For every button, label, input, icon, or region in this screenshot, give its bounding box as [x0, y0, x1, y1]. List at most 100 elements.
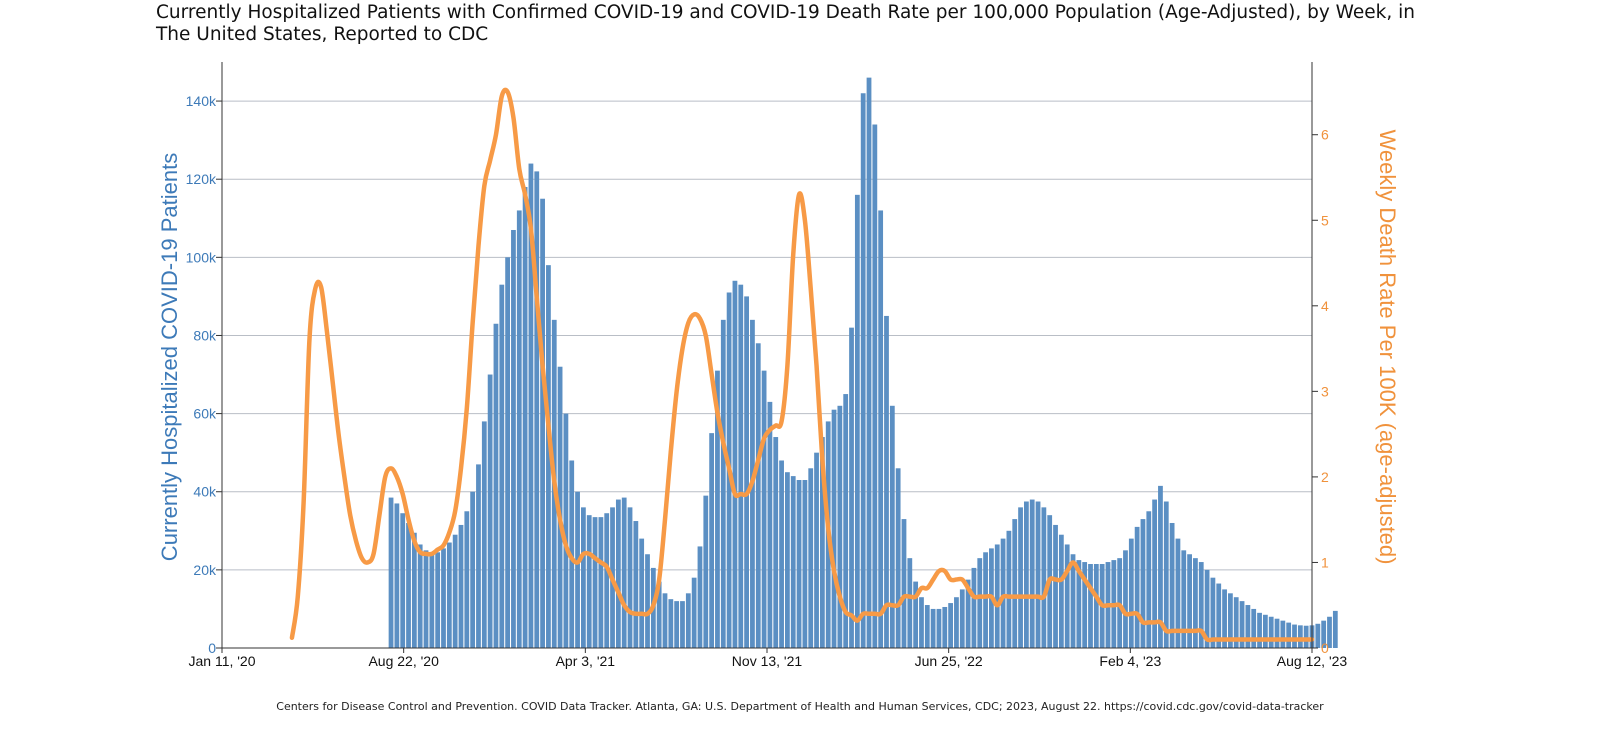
- bar: [889, 405, 895, 648]
- bar: [1210, 577, 1216, 648]
- bar: [924, 605, 930, 648]
- bar: [406, 522, 411, 648]
- bar: [959, 589, 965, 648]
- bar: [446, 542, 452, 648]
- bar: [785, 472, 790, 648]
- hospitalized-bars: [388, 77, 1338, 649]
- y2-tick-label: 2: [1321, 469, 1329, 485]
- bar: [971, 567, 977, 648]
- y-tick-label: 80k: [193, 327, 217, 343]
- bar: [1228, 593, 1233, 648]
- bar: [604, 513, 610, 648]
- bar: [919, 597, 924, 648]
- bar: [977, 558, 983, 648]
- bar: [942, 606, 948, 648]
- y-axis-label: Currently Hospitalized COVID-19 Patients: [157, 153, 182, 561]
- bar: [668, 599, 674, 648]
- y2-tick-label: 1: [1321, 554, 1329, 570]
- bar: [854, 194, 860, 648]
- bar: [1193, 558, 1198, 648]
- bar: [907, 558, 913, 648]
- bar: [1187, 554, 1192, 648]
- bar: [994, 544, 1000, 648]
- bar: [1204, 569, 1210, 648]
- bar: [872, 124, 878, 648]
- bar: [411, 532, 417, 648]
- bar: [901, 519, 907, 648]
- death-rate-series-line: [289, 87, 1315, 643]
- bar: [1274, 618, 1280, 648]
- bar: [615, 499, 621, 648]
- y-tick-label: 0: [208, 640, 216, 656]
- x-tick-label: Jan 11, '20: [188, 653, 255, 669]
- bar: [627, 507, 633, 648]
- bar: [767, 401, 773, 648]
- bar: [388, 497, 394, 648]
- bar: [1134, 526, 1140, 648]
- bar: [983, 552, 988, 648]
- bar: [819, 437, 825, 648]
- bar: [581, 507, 586, 648]
- bar: [400, 513, 406, 648]
- bar: [860, 93, 866, 648]
- bar: [540, 198, 545, 649]
- bar: [481, 421, 487, 648]
- x-tick-label: Feb 4, '23: [1099, 653, 1161, 669]
- bar: [1262, 614, 1268, 648]
- bar: [586, 515, 592, 648]
- bar: [499, 284, 505, 648]
- y-tick-label: 40k: [193, 484, 217, 500]
- bar: [1251, 608, 1257, 648]
- bar: [808, 468, 814, 648]
- bar: [1286, 622, 1292, 648]
- bar: [1041, 507, 1047, 648]
- bar: [1280, 620, 1286, 648]
- y2-tick-label: 0: [1321, 640, 1329, 656]
- bar: [645, 554, 650, 648]
- bar: [1222, 589, 1227, 648]
- bar: [1158, 485, 1163, 648]
- bar: [1058, 534, 1064, 648]
- bar: [1321, 620, 1327, 648]
- bar: [1297, 625, 1303, 648]
- bar: [1163, 501, 1169, 648]
- bar: [1070, 554, 1076, 648]
- bar: [1024, 501, 1029, 648]
- bar: [1216, 583, 1222, 648]
- y-tick-label: 120k: [186, 171, 217, 187]
- bar: [1035, 501, 1041, 648]
- y-tick-label: 100k: [186, 249, 217, 265]
- bar: [598, 517, 604, 648]
- bar: [680, 601, 685, 648]
- bar: [1315, 623, 1321, 648]
- bar: [1239, 601, 1245, 648]
- bar: [954, 597, 959, 648]
- bar: [837, 405, 843, 648]
- bar: [755, 343, 761, 648]
- bar: [656, 581, 662, 648]
- bar: [779, 460, 784, 648]
- bar: [1140, 519, 1146, 648]
- bar: [849, 327, 854, 648]
- bar: [1076, 560, 1082, 648]
- y-tick-label: 60k: [193, 406, 217, 422]
- bar: [948, 603, 953, 648]
- y2-tick-label: 3: [1321, 383, 1329, 399]
- bar: [575, 491, 580, 648]
- bar: [1332, 610, 1338, 648]
- bar: [511, 229, 516, 649]
- bar: [1233, 597, 1239, 648]
- bar: [1245, 605, 1251, 648]
- bar: [464, 511, 470, 648]
- bar: [633, 521, 639, 648]
- bar: [1123, 550, 1128, 648]
- bar: [1169, 522, 1175, 648]
- gridlines: [222, 100, 1312, 571]
- y2-axis-label: Weekly Death Rate Per 100K (age-adjusted…: [1375, 130, 1400, 565]
- x-tick-label: Nov 13, '21: [732, 653, 803, 669]
- bar: [866, 77, 872, 648]
- bar: [534, 171, 540, 648]
- bar: [1268, 616, 1274, 648]
- bar: [715, 370, 720, 648]
